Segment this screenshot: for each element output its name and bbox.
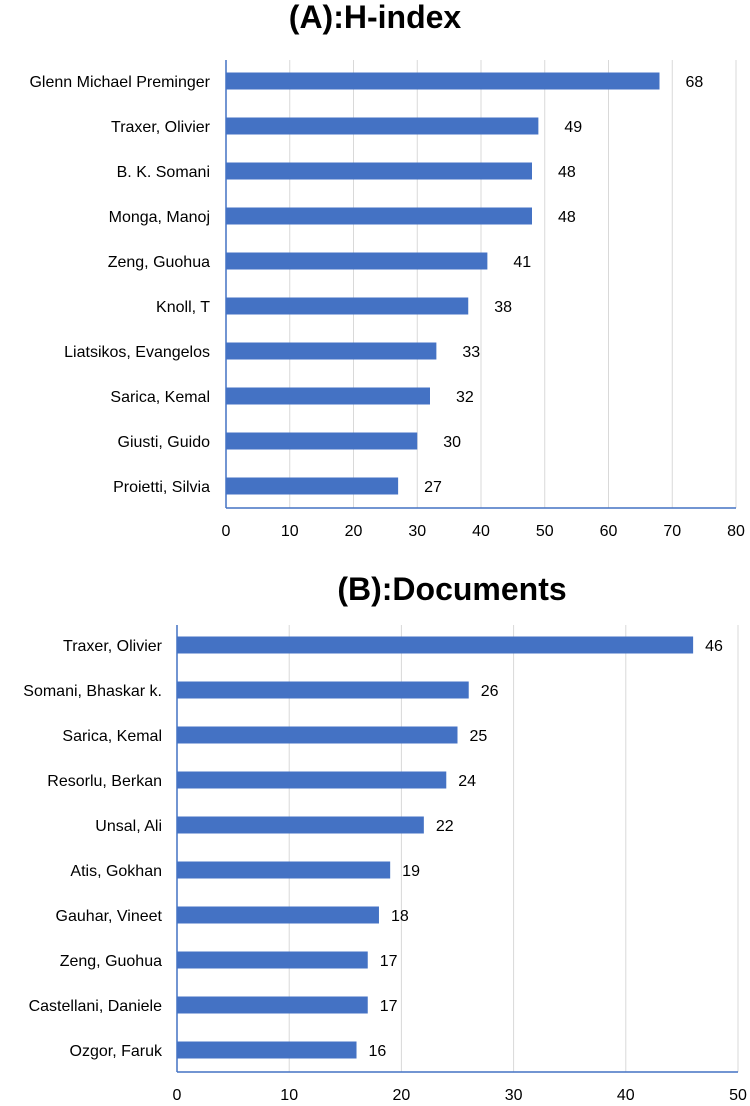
chart-b: (B):Documents Traxer, Olivier Somani, Bha… (23, 571, 747, 1104)
panel-b-value-label: 19 (402, 863, 420, 880)
panel-b-x-tick-label: 50 (729, 1087, 747, 1104)
panel-b-category-label: Castellani, Daniele (29, 998, 163, 1015)
panel-a-bar (226, 342, 437, 360)
panel-a-x-tick-label: 80 (727, 523, 745, 540)
panel-b-bar (177, 726, 458, 744)
panel-b-category-label: Gauhar, Vineet (56, 908, 163, 925)
panel-a-x-tick-label: 20 (345, 523, 363, 540)
panel-a-value-label: 27 (424, 479, 442, 496)
panel-a-bar (226, 297, 469, 315)
panel-b-value-label: 17 (380, 998, 398, 1015)
panel-a-category-label: Proietti, Silvia (113, 479, 210, 496)
panel-b-bar (177, 996, 368, 1014)
chart-a-title: (A):H-index (289, 0, 462, 35)
panel-a-category-label: B. K. Somani (117, 164, 210, 181)
panel-a-bar (226, 207, 532, 225)
panel-b-bar (177, 951, 368, 969)
panel-b-value-label: 25 (470, 728, 488, 745)
panel-b-category-label: Ozgor, Faruk (70, 1043, 163, 1060)
panel-a-x-tick-label: 40 (472, 523, 490, 540)
panel-a-x-tick-label: 50 (536, 523, 554, 540)
panel-b-value-label: 17 (380, 953, 398, 970)
panel-b-value-label: 18 (391, 908, 409, 925)
panel-a-category-label: Giusti, Guido (118, 434, 211, 451)
panel-a-bar (226, 117, 539, 135)
panel-b-bar (177, 771, 447, 789)
panel-a-category-label: Knoll, T (156, 299, 210, 316)
panel-b-bar (177, 906, 379, 924)
panel-a-value-label: 33 (462, 344, 480, 361)
chart-a-bars (226, 72, 660, 495)
panel-b-category-label: Atis, Gokhan (70, 863, 162, 880)
chart-b-bars (177, 636, 694, 1059)
panel-a-category-label: Traxer, Olivier (111, 119, 211, 136)
panel-a-value-label: 48 (558, 209, 576, 226)
panel-b-value-label: 24 (458, 773, 476, 790)
chart-b-gridlines (176, 625, 739, 1073)
panel-a-category-label: Glenn Michael Preminger (29, 74, 210, 91)
panel-a-value-label: 38 (494, 299, 512, 316)
panel-a-value-label: 32 (456, 389, 474, 406)
chart-a: (A):H-index Glenn Michael Preminger Traxe… (29, 0, 745, 540)
panel-b-value-label: 26 (481, 683, 499, 700)
panel-a-x-tick-label: 10 (281, 523, 299, 540)
panel-b-x-tick-label: 30 (505, 1087, 523, 1104)
panel-b-bar (177, 681, 469, 699)
chart-b-title: (B):Documents (337, 571, 566, 607)
chart-a-x-tick-labels: 0 10 20 30 40 50 60 70 80 (222, 523, 745, 540)
panel-a-category-label: Liatsikos, Evangelos (64, 344, 210, 361)
panel-b-bar (177, 816, 424, 834)
panel-b-category-label: Zeng, Guohua (60, 953, 162, 970)
panel-b-category-label: Unsal, Ali (95, 818, 162, 835)
panel-a-x-tick-label: 60 (600, 523, 618, 540)
panel-b-category-label: Sarica, Kemal (62, 728, 162, 745)
panel-a-value-label: 30 (443, 434, 461, 451)
panel-b-x-tick-label: 0 (173, 1087, 182, 1104)
panel-a-x-tick-label: 0 (222, 523, 231, 540)
panel-a-category-label: Monga, Manoj (109, 209, 210, 226)
panel-b-value-label: 22 (436, 818, 454, 835)
chart-b-value-labels: 46 26 25 24 22 19 18 17 17 16 (369, 638, 723, 1060)
panel-b-category-label: Traxer, Olivier (63, 638, 163, 655)
panel-a-category-label: Zeng, Guohua (108, 254, 210, 271)
panel-a-value-label: 48 (558, 164, 576, 181)
chart-a-gridlines (225, 60, 737, 509)
panel-b-bar (177, 1041, 357, 1059)
panel-b-x-tick-label: 40 (617, 1087, 635, 1104)
panel-a-value-label: 68 (686, 74, 704, 91)
panel-b-x-tick-label: 10 (280, 1087, 298, 1104)
panel-a-bar (226, 477, 399, 495)
panel-b-value-label: 46 (705, 638, 723, 655)
panel-b-value-label: 16 (369, 1043, 387, 1060)
panel-a-bar (226, 162, 532, 180)
panel-b-bar (177, 861, 391, 879)
chart-b-category-labels: Traxer, Olivier Somani, Bhaskar k. Sarica,… (23, 638, 163, 1060)
panel-a-bar (226, 72, 660, 90)
chart-a-value-labels: 68 49 48 48 41 38 33 32 30 27 (424, 74, 703, 496)
panel-b-bar (177, 636, 694, 654)
panel-b-category-label: Resorlu, Berkan (47, 773, 162, 790)
panel-a-bar (226, 432, 418, 450)
chart-a-category-labels: Glenn Michael Preminger Traxer, Olivier B.… (29, 74, 210, 496)
panel-a-value-label: 41 (513, 254, 531, 271)
panel-b-category-label: Somani, Bhaskar k. (23, 683, 162, 700)
panel-a-value-label: 49 (564, 119, 582, 136)
panel-a-bar (226, 252, 488, 270)
panel-a-x-tick-label: 30 (408, 523, 426, 540)
panel-b-x-tick-label: 20 (393, 1087, 411, 1104)
panel-a-category-label: Sarica, Kemal (110, 389, 210, 406)
panel-a-bar (226, 387, 430, 405)
chart-b-x-tick-labels: 0 10 20 30 40 50 (173, 1087, 747, 1104)
panel-a-x-tick-label: 70 (663, 523, 681, 540)
